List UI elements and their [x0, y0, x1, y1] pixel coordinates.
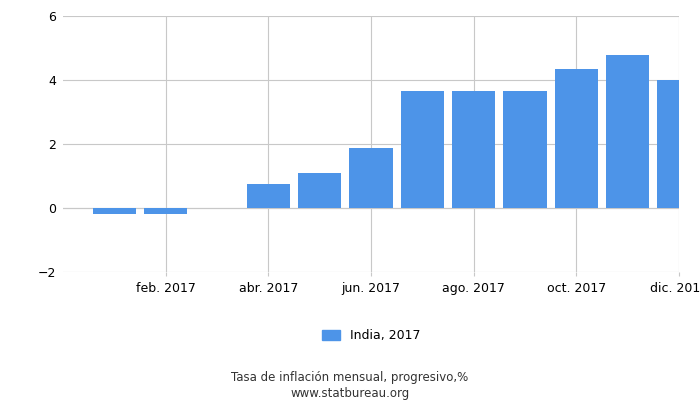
Legend: India, 2017: India, 2017 [317, 324, 425, 347]
Bar [503, 91, 547, 208]
Bar [92, 208, 136, 214]
Bar [657, 80, 700, 208]
Bar [554, 69, 598, 208]
Bar [400, 91, 444, 208]
Bar [144, 208, 188, 214]
Bar [246, 184, 290, 208]
Text: www.statbureau.org: www.statbureau.org [290, 388, 410, 400]
Bar [298, 173, 342, 208]
Bar [606, 55, 650, 208]
Bar [349, 148, 393, 208]
Text: Tasa de inflación mensual, progresivo,%: Tasa de inflación mensual, progresivo,% [232, 372, 468, 384]
Bar [452, 91, 496, 208]
